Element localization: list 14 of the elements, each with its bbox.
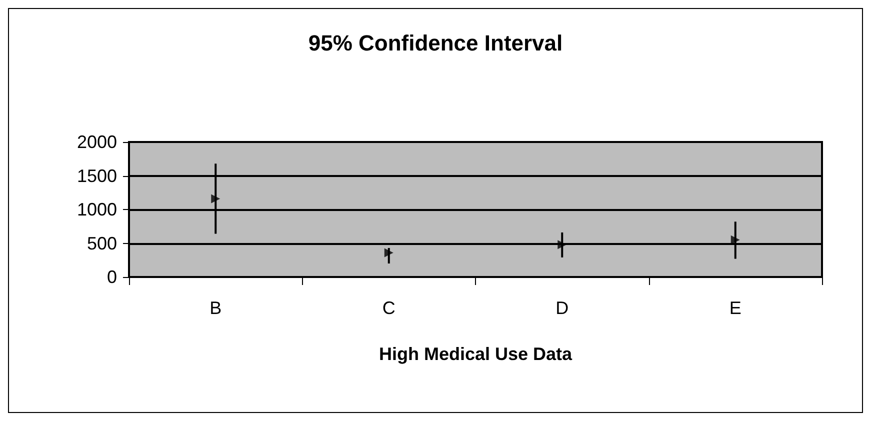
- y-tick-label: 500: [86, 233, 117, 254]
- x-tick-label: C: [382, 298, 396, 318]
- point: [384, 248, 394, 258]
- x-tick-label: D: [556, 298, 569, 318]
- chart-title: 95% Confidence Interval: [308, 30, 563, 56]
- x-axis-title: High Medical Use Data: [378, 344, 574, 364]
- x-tick-label: E: [729, 298, 742, 318]
- y-tick-label: 0: [106, 267, 117, 287]
- y-tick-label: 1500: [76, 166, 117, 186]
- x-tick-label: B: [210, 298, 222, 318]
- y-tick-label: 1000: [76, 200, 117, 220]
- point: [211, 194, 220, 204]
- y-tick-label: 2000: [76, 132, 117, 152]
- point: [558, 240, 567, 250]
